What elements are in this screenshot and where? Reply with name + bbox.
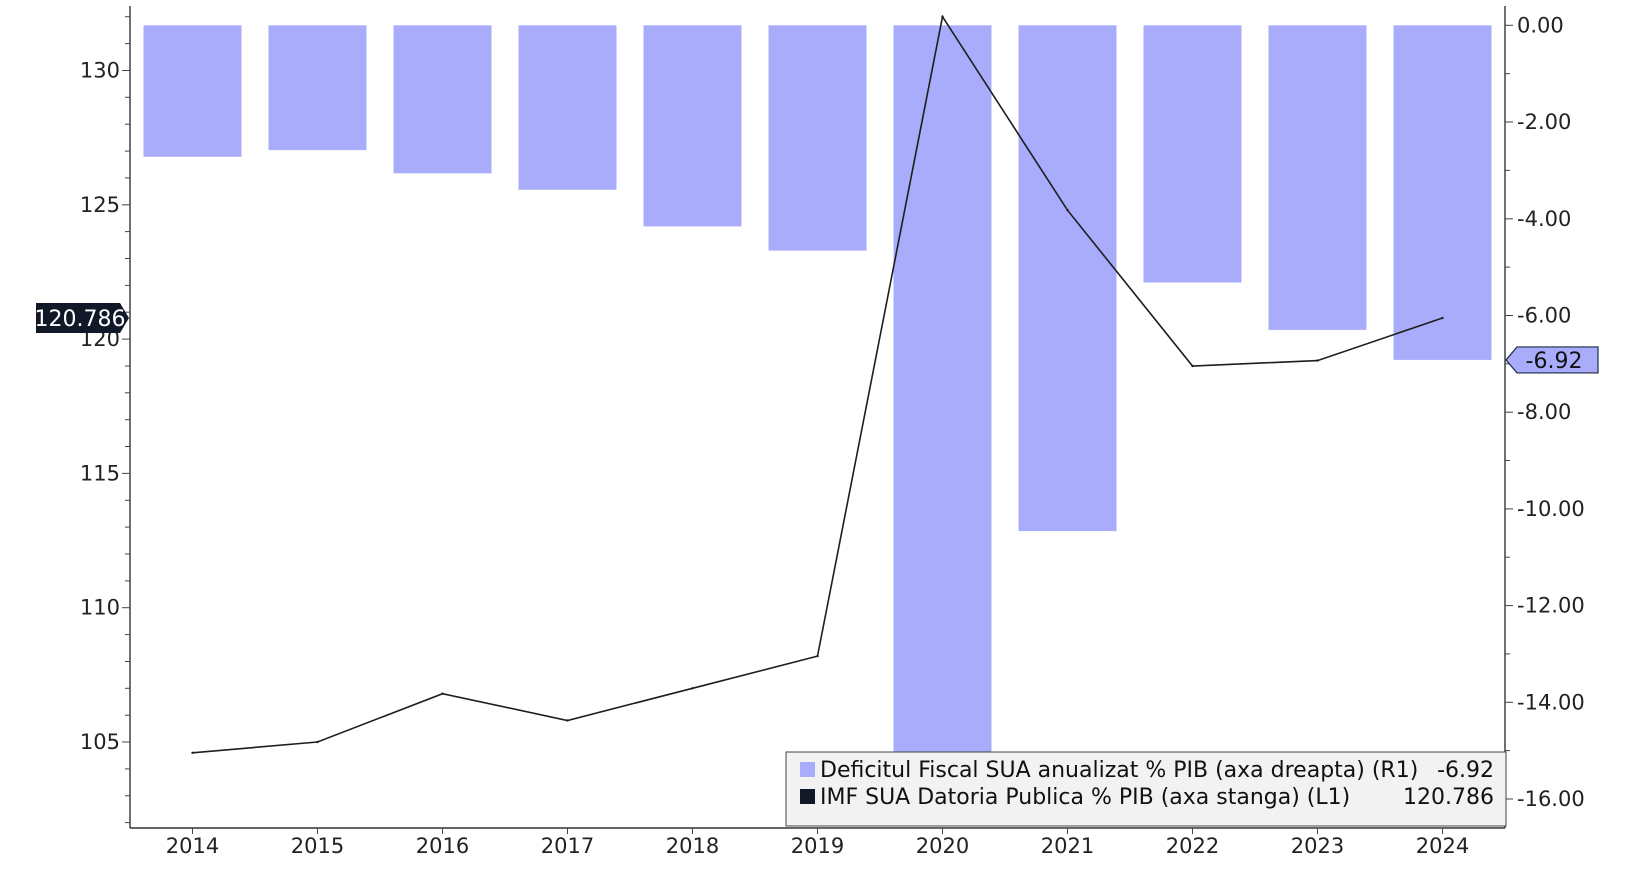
line-point-2017 (566, 719, 569, 722)
right-tick-label--12.00: -12.00 (1517, 594, 1585, 618)
line-point-2024 (1441, 316, 1444, 320)
bar-2021 (1018, 25, 1117, 532)
left-tick-label-130: 130 (80, 59, 120, 83)
legend: Deficitul Fiscal SUA anualizat % PIB (ax… (785, 751, 1507, 827)
line-point-2015 (316, 740, 319, 744)
x-tick-label-2016: 2016 (416, 834, 469, 858)
line-point-2014 (191, 751, 194, 754)
x-tick-label-2022: 2022 (1166, 834, 1219, 858)
bar-2016 (393, 25, 492, 174)
left-tick-label-115: 115 (80, 461, 120, 485)
value-flags: 120.786 -6.92 (35, 302, 1599, 374)
bar-2017 (518, 25, 617, 190)
legend-value-1: -6.92 (1437, 758, 1494, 783)
line-point-2022 (1191, 364, 1194, 368)
bar-2014 (143, 25, 242, 157)
bar-2022 (1143, 25, 1242, 283)
bar-2020 (893, 25, 992, 758)
legend-label-1: Deficitul Fiscal SUA anualizat % PIB (ax… (820, 758, 1418, 783)
bar-series (143, 25, 1492, 758)
right-tick-label--14.00: -14.00 (1517, 690, 1585, 714)
bar-2015 (268, 25, 367, 151)
line-point-2021 (1066, 209, 1069, 212)
right-tick-label--8.00: -8.00 (1517, 400, 1571, 424)
right-tick-label--4.00: -4.00 (1517, 207, 1571, 231)
left-value-flag-label: 120.786 (35, 307, 126, 332)
line-series (191, 14, 1444, 754)
right-value-flag-label: -6.92 (1526, 349, 1583, 374)
x-tick-label-2014: 2014 (166, 834, 219, 858)
legend-swatch-2 (800, 789, 815, 804)
left-tick-label-105: 105 (80, 730, 120, 754)
left-tick-label-110: 110 (80, 596, 120, 620)
line-point-2019 (816, 654, 819, 658)
bar-2019 (768, 25, 867, 251)
x-tick-label-2020: 2020 (916, 834, 969, 858)
left-tick-label-125: 125 (80, 193, 120, 217)
x-tick-label-2019: 2019 (791, 834, 844, 858)
bar-2023 (1268, 25, 1367, 330)
line-point-2020 (941, 15, 944, 18)
legend-swatch-1 (800, 762, 815, 777)
line-point-2016 (441, 692, 444, 695)
bar-2024 (1393, 25, 1492, 360)
x-tick-label-2018: 2018 (666, 834, 719, 858)
x-tick-label-2023: 2023 (1291, 834, 1344, 858)
line-point-2018 (691, 687, 694, 690)
right-tick-label-0.00: 0.00 (1517, 13, 1564, 37)
right-tick-label--10.00: -10.00 (1517, 497, 1585, 521)
legend-value-2: 120.786 (1403, 785, 1494, 810)
legend-label-2: IMF SUA Datoria Publica % PIB (axa stang… (820, 785, 1350, 810)
right-value-flag (1505, 346, 1599, 374)
line-point-2023 (1316, 359, 1319, 362)
x-tick-label-2017: 2017 (541, 834, 594, 858)
right-tick-label--6.00: -6.00 (1517, 304, 1571, 328)
bar-2018 (643, 25, 742, 227)
right-tick-label--2.00: -2.00 (1517, 110, 1571, 134)
legend-box (785, 751, 1507, 827)
x-tick-label-2015: 2015 (291, 834, 344, 858)
x-tick-label-2024: 2024 (1416, 834, 1469, 858)
left-value-flag (36, 302, 129, 333)
x-tick-label-2021: 2021 (1041, 834, 1094, 858)
right-tick-label--16.00: -16.00 (1517, 787, 1585, 811)
axes: 1051101151201251300.00-2.00-4.00-6.00-8.… (80, 6, 1585, 858)
